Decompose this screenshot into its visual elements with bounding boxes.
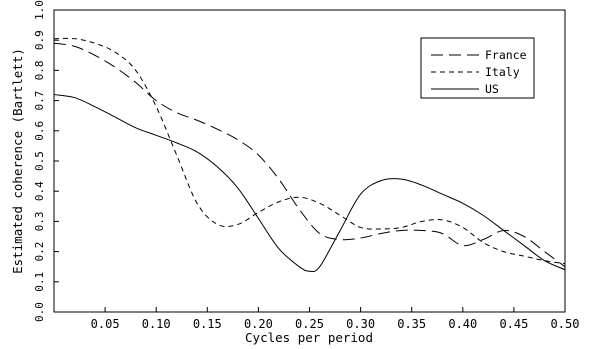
series-line-italy xyxy=(53,37,566,265)
legend-label-us: US xyxy=(485,82,499,96)
y-tick-label: 0.3 xyxy=(33,211,46,231)
legend: France Italy US xyxy=(420,37,535,99)
x-tick-label: 0.10 xyxy=(142,317,171,331)
axis-ticks: 0.05 0.10 0.15 0.20 0.25 0.30 0.35 0.40 0.45 0.50… xyxy=(33,0,579,331)
x-tick-label: 0.20 xyxy=(244,317,273,331)
x-tick-label: 0.40 xyxy=(448,317,477,331)
x-tick-label: 0.15 xyxy=(193,317,222,331)
x-tick-label: 0.05 xyxy=(91,317,120,331)
y-tick-label: 0.1 xyxy=(33,272,46,292)
y-axis-label: Estimated coherence (Bartlett) xyxy=(10,48,25,274)
y-tick-label: 0.8 xyxy=(33,60,46,80)
series-lines xyxy=(53,37,566,273)
legend-label-italy: Italy xyxy=(485,65,520,79)
legend-box xyxy=(420,37,535,99)
y-tick-label: 0.5 xyxy=(33,151,46,171)
y-tick-label: 1.0 xyxy=(33,0,46,20)
x-tick-label: 0.25 xyxy=(295,317,324,331)
y-tick-label: 0.2 xyxy=(33,242,46,262)
series-line-us xyxy=(53,94,566,273)
y-tick-label: 0.9 xyxy=(33,30,46,50)
x-tick-label: 0.45 xyxy=(499,317,528,331)
x-tick-label: 0.50 xyxy=(551,317,580,331)
x-tick-label: 0.35 xyxy=(397,317,426,331)
series-line-france xyxy=(53,42,566,268)
y-tick-label: 0.0 xyxy=(33,302,46,322)
y-tick-label: 0.4 xyxy=(33,181,46,201)
y-tick-label: 0.6 xyxy=(33,121,46,141)
x-axis-label: Cycles per period xyxy=(245,330,373,345)
x-tick-label: 0.30 xyxy=(346,317,375,331)
legend-label-france: France xyxy=(485,48,527,62)
y-tick-label: 0.7 xyxy=(33,91,46,111)
